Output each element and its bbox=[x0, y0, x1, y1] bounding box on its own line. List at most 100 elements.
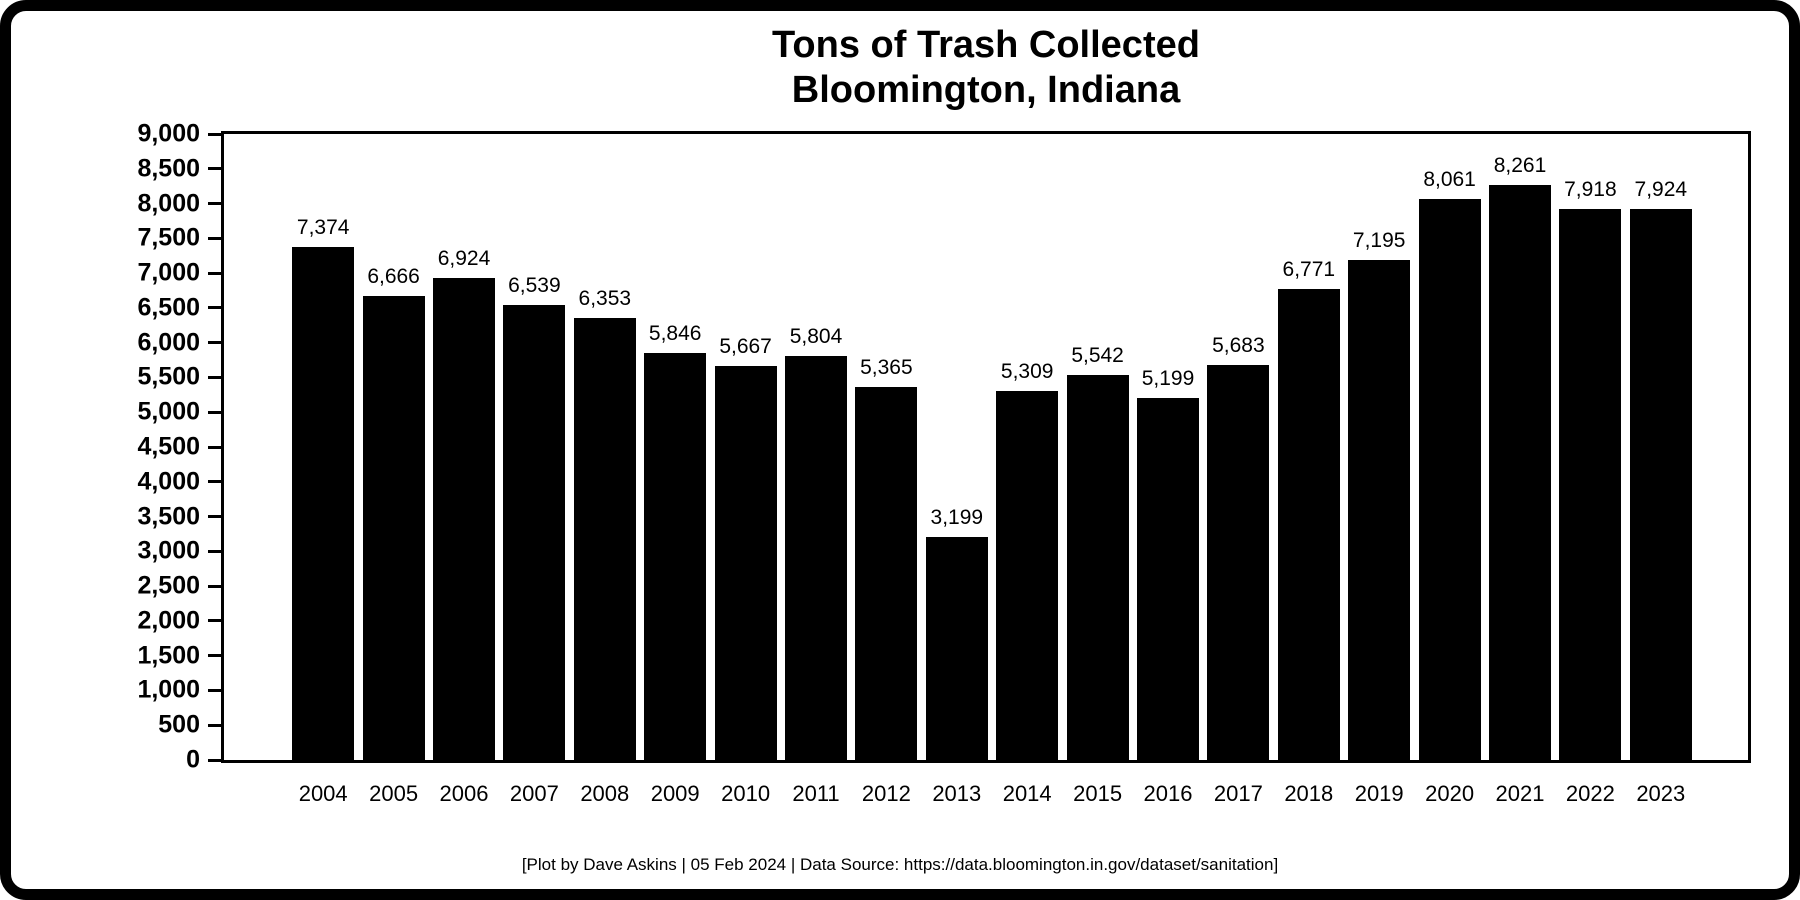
bar-value-label: 6,539 bbox=[508, 274, 561, 297]
x-tick-label: 2015 bbox=[1073, 781, 1123, 806]
y-tick-label: 6,000 bbox=[137, 328, 200, 357]
y-tick bbox=[208, 619, 221, 623]
bar bbox=[855, 387, 918, 760]
bar bbox=[785, 356, 847, 760]
x-tick-label: 2011 bbox=[792, 781, 840, 806]
y-tick bbox=[208, 236, 221, 240]
x-tick-label: 2010 bbox=[721, 781, 771, 806]
y-tick-label: 2,000 bbox=[137, 606, 200, 635]
bar bbox=[714, 366, 777, 760]
bar bbox=[996, 391, 1059, 760]
caption: [Plot by Dave Askins | 05 Feb 2024 | Dat… bbox=[521, 855, 1279, 874]
y-tick-label: 6,500 bbox=[137, 293, 200, 322]
bar-value-label: 8,261 bbox=[1493, 154, 1547, 177]
y-tick-label: 5,000 bbox=[137, 397, 200, 426]
x-tick-label: 2004 bbox=[298, 781, 348, 806]
x-axis-labels: 2004 2005 2006 2007 2008 2009 2010 2011 2012 2013… bbox=[224, 781, 1748, 811]
bar-value-label: 7,924 bbox=[1634, 178, 1688, 201]
plot-area: 7,374 6,666 6,924 6,539 6,353 5,846 5,667 5,804… bbox=[224, 134, 1748, 760]
x-tick-label: 2005 bbox=[369, 781, 419, 806]
y-tick bbox=[208, 202, 221, 206]
bar bbox=[1277, 289, 1340, 760]
x-tick-label: 2006 bbox=[439, 781, 489, 806]
bar-value-label: 8,061 bbox=[1423, 168, 1476, 191]
x-tick-label: 2021 bbox=[1495, 781, 1545, 806]
chart-title: Tons of Trash Collected Bloomington, Ind… bbox=[221, 23, 1751, 113]
bar-value-label: 5,667 bbox=[719, 335, 772, 358]
bar bbox=[503, 305, 566, 760]
y-tick-label: 4,500 bbox=[137, 432, 200, 461]
y-tick-label: 5,500 bbox=[137, 362, 200, 391]
bar bbox=[1559, 209, 1622, 760]
y-tick bbox=[208, 271, 221, 275]
y-tick bbox=[208, 654, 221, 658]
x-tick-label: 2016 bbox=[1143, 781, 1193, 806]
bar bbox=[362, 296, 425, 760]
bar bbox=[1137, 398, 1199, 760]
bar-value-label: 7,195 bbox=[1352, 229, 1406, 252]
bar-value-label: 6,771 bbox=[1282, 258, 1336, 281]
bar-value-label: 3,199 bbox=[930, 506, 984, 529]
bar-value-label: 5,309 bbox=[1000, 360, 1054, 383]
x-tick-label: 2009 bbox=[650, 781, 700, 806]
y-tick-label: 8,000 bbox=[137, 189, 200, 218]
bar-value-label: 7,374 bbox=[296, 216, 350, 239]
bar bbox=[925, 537, 988, 760]
bar-value-label: 5,846 bbox=[648, 322, 702, 345]
chart-title-line1: Tons of Trash Collected bbox=[772, 24, 1200, 66]
x-tick-label: 2022 bbox=[1565, 781, 1615, 806]
x-tick-label: 2018 bbox=[1284, 781, 1334, 806]
y-tick bbox=[208, 410, 221, 414]
x-tick-label: 2007 bbox=[509, 781, 559, 806]
x-tick-label: 2012 bbox=[861, 781, 911, 806]
bar bbox=[1066, 375, 1129, 760]
bar bbox=[1207, 365, 1270, 760]
x-tick-label: 2020 bbox=[1425, 781, 1475, 806]
y-tick bbox=[208, 306, 221, 310]
bar bbox=[1489, 185, 1551, 760]
y-tick bbox=[208, 758, 221, 762]
bar-value-label: 5,199 bbox=[1141, 367, 1195, 390]
bar-value-label: 5,365 bbox=[860, 356, 913, 379]
x-tick-label: 2013 bbox=[932, 781, 982, 806]
bar-value-label: 6,353 bbox=[578, 287, 632, 310]
plot-box: 7,374 6,666 6,924 6,539 6,353 5,846 5,667 5,804… bbox=[221, 131, 1751, 763]
bar-value-label: 7,918 bbox=[1564, 178, 1617, 201]
y-tick-label: 500 bbox=[158, 710, 200, 739]
x-tick-label: 2019 bbox=[1354, 781, 1404, 806]
y-tick-label: 1,500 bbox=[137, 641, 200, 670]
bar-value-label: 6,666 bbox=[367, 265, 420, 288]
bar bbox=[292, 247, 355, 760]
bar-value-label: 5,683 bbox=[1212, 334, 1265, 357]
y-tick bbox=[208, 723, 221, 727]
y-tick-label: 9,000 bbox=[137, 119, 200, 148]
y-tick bbox=[208, 688, 221, 692]
bar bbox=[433, 278, 495, 760]
y-tick bbox=[208, 375, 221, 379]
y-tick-label: 3,500 bbox=[137, 502, 200, 531]
y-tick bbox=[208, 549, 221, 553]
bar-value-label: 5,542 bbox=[1071, 344, 1124, 367]
y-tick-label: 8,500 bbox=[137, 154, 200, 183]
x-tick-label: 2023 bbox=[1636, 781, 1686, 806]
x-tick-label: 2008 bbox=[580, 781, 630, 806]
y-tick bbox=[208, 445, 221, 449]
bar bbox=[644, 353, 707, 760]
y-tick-label: 0 bbox=[186, 745, 200, 774]
bar bbox=[1629, 209, 1692, 760]
y-tick-label: 4,000 bbox=[137, 467, 200, 496]
y-tick-label: 7,500 bbox=[137, 223, 200, 252]
bar bbox=[1418, 199, 1481, 760]
bar bbox=[573, 318, 636, 760]
y-axis: 0 500 1,000 1,500 2,000 2,500 3,000 3,500 4,000 4… bbox=[11, 120, 221, 774]
x-tick-label: 2014 bbox=[1002, 781, 1052, 806]
y-tick-label: 3,000 bbox=[137, 536, 200, 565]
y-tick bbox=[208, 167, 221, 171]
x-tick-label: 2017 bbox=[1213, 781, 1263, 806]
chart-title-line2: Bloomington, Indiana bbox=[791, 69, 1181, 111]
y-tick-label: 2,500 bbox=[137, 571, 200, 600]
bar-value-label: 6,924 bbox=[437, 247, 491, 270]
y-tick bbox=[208, 341, 221, 345]
y-tick bbox=[208, 480, 221, 484]
